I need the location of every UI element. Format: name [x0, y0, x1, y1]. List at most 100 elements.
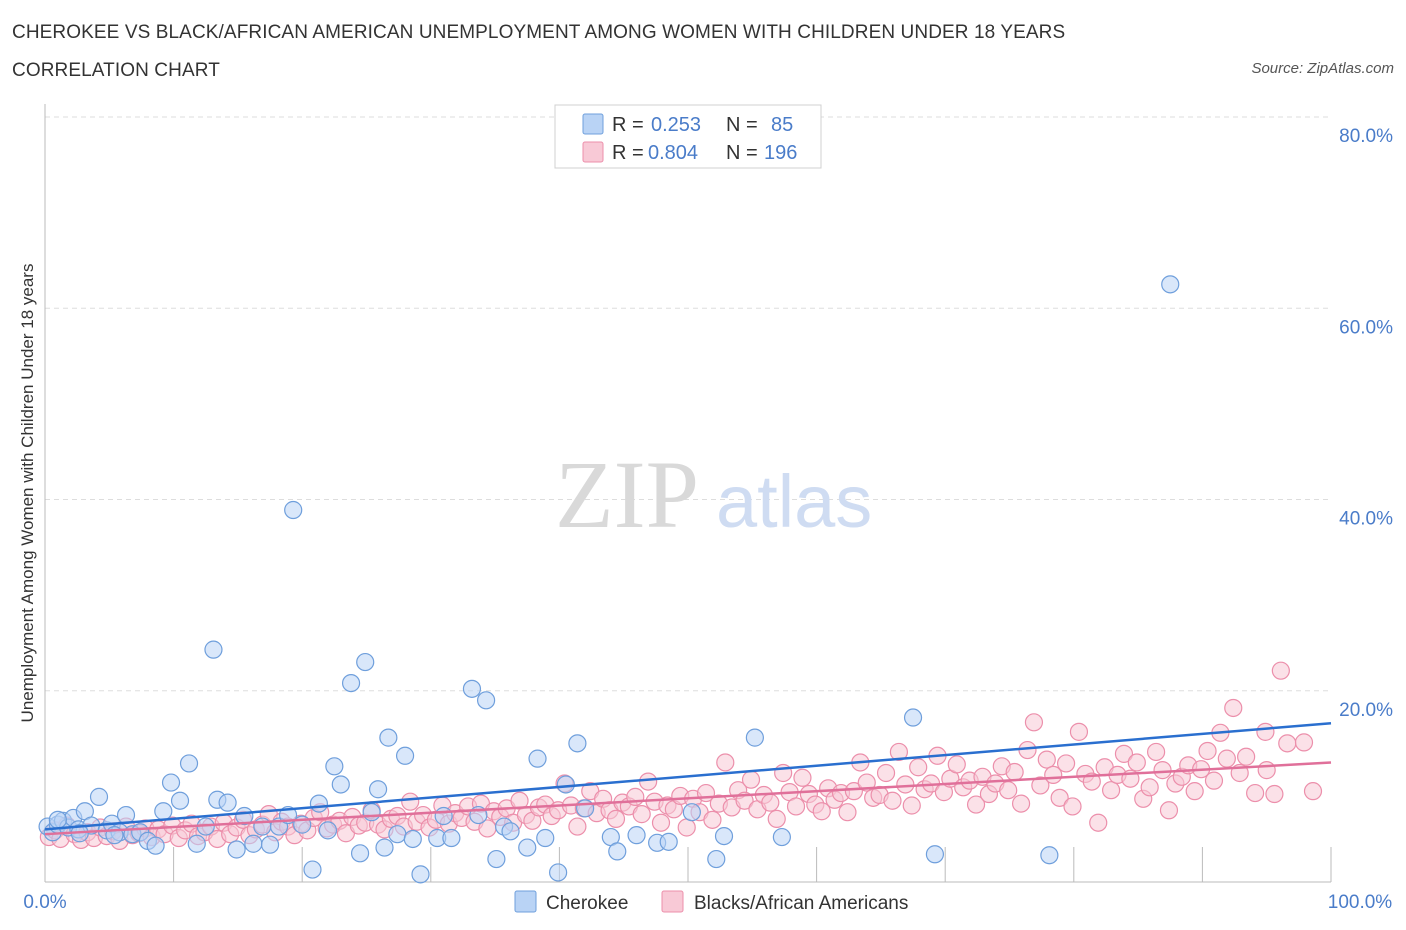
cherokee-point [476, 691, 496, 710]
black-point [1140, 778, 1159, 797]
black-point [999, 781, 1018, 800]
black-point [1024, 713, 1044, 732]
black-point [876, 763, 896, 783]
cherokee-point [556, 775, 575, 794]
cherokee-point [411, 865, 430, 884]
black-point [761, 793, 780, 812]
black-point [1127, 753, 1146, 772]
y-tick-label: 80.0% [1339, 126, 1393, 147]
black-point [793, 768, 812, 787]
cherokee-point [341, 673, 361, 693]
cherokee-point [925, 845, 945, 864]
cherokee-point [707, 849, 726, 869]
black-point [1246, 783, 1265, 803]
black-point [1159, 801, 1179, 820]
cherokee-point [325, 757, 344, 776]
black-point [1082, 772, 1101, 791]
black-point [1147, 742, 1166, 762]
cherokee-point [170, 791, 190, 810]
cherokee-point [549, 863, 568, 882]
y-tick-label: 60.0% [1339, 317, 1393, 338]
black-point [1185, 782, 1204, 801]
black-point [857, 773, 876, 792]
y-tick-labels: 20.0% 40.0% 60.0% 80.0% [1339, 126, 1393, 721]
x-tick-label-min: 0.0% [23, 892, 66, 913]
cherokee-point [48, 810, 67, 829]
cherokee-point [187, 834, 206, 853]
black-point [1217, 749, 1236, 768]
cherokee-point [375, 838, 394, 857]
black-point [1050, 788, 1069, 807]
black-point [1037, 750, 1056, 769]
cherokee-trend-line [44, 722, 1332, 831]
watermark-zip: ZIP [555, 441, 699, 548]
legend-r-label-2: R = [612, 142, 644, 164]
black-point [1198, 741, 1217, 761]
cherokee-point [89, 787, 109, 806]
legend-r-value-2: 0.804 [648, 142, 698, 164]
black-point [947, 755, 966, 774]
cherokee-point [318, 821, 338, 840]
cherokee-point [576, 799, 595, 818]
cherokee-point [204, 640, 223, 659]
trend-lines [44, 722, 1332, 836]
x-ticks [44, 847, 1332, 882]
y-tick-label: 40.0% [1339, 509, 1393, 530]
stats-legend: R = 0.253 N = 85 R = 0.804 N = 196 [554, 104, 822, 169]
black-point [1294, 733, 1314, 752]
black-point [1303, 782, 1323, 801]
cherokee-point [528, 749, 547, 768]
black-point [651, 813, 671, 832]
cherokee-point [284, 500, 303, 520]
black-point [741, 770, 761, 789]
cherokee-point [536, 828, 555, 848]
cherokee-point [350, 844, 370, 863]
cherokee-point [442, 828, 461, 848]
cherokee-point [659, 832, 678, 851]
cherokee-point [682, 803, 701, 822]
cherokee-point [395, 746, 415, 765]
black-point [883, 791, 902, 810]
black-point [1237, 747, 1256, 766]
black-point [889, 742, 909, 762]
chart-title: CHEROKEE VS BLACK/AFRICAN AMERICAN UNEMP… [12, 22, 1066, 81]
cherokee-point [227, 840, 246, 859]
cherokee-point [368, 780, 388, 799]
cherokee-swatch [582, 113, 604, 135]
black-point [1031, 776, 1050, 795]
black-point [1069, 722, 1089, 741]
cherokee-point [568, 734, 587, 753]
cherokee-point [1040, 846, 1059, 865]
cherokee-point [403, 829, 422, 849]
black-point [966, 795, 986, 814]
cherokee-point [146, 836, 165, 855]
legend-r-label-1: R = [612, 114, 644, 136]
cherokee-point [608, 842, 627, 861]
cherokee-point [388, 825, 407, 844]
legend-n-value-1: 85 [771, 114, 793, 136]
black-point [1063, 797, 1082, 816]
legend-n-value-2: 196 [764, 142, 797, 164]
legend-n-label-2: N = [726, 142, 758, 164]
bottom-black-swatch [661, 890, 684, 913]
black-point [606, 809, 626, 828]
cherokee-point [772, 827, 791, 847]
black-point [401, 792, 420, 811]
cherokee-point [244, 834, 263, 853]
cherokee-point [161, 773, 181, 792]
y-tick-label: 20.0% [1339, 700, 1393, 721]
black-point [909, 758, 928, 777]
cherokee-point [462, 679, 482, 698]
black-point [1114, 744, 1134, 763]
cherokee-point [487, 849, 506, 869]
series-legend: Cherokee Blacks/African Americans [514, 890, 908, 914]
cherokee-point [714, 826, 734, 846]
cherokee-point [518, 838, 537, 857]
black-swatch [582, 141, 604, 163]
cherokee-point [218, 793, 237, 812]
black-point [896, 775, 915, 794]
legend-n-label-1: N = [726, 114, 758, 136]
black-point [786, 797, 806, 816]
black-point [1005, 762, 1024, 782]
